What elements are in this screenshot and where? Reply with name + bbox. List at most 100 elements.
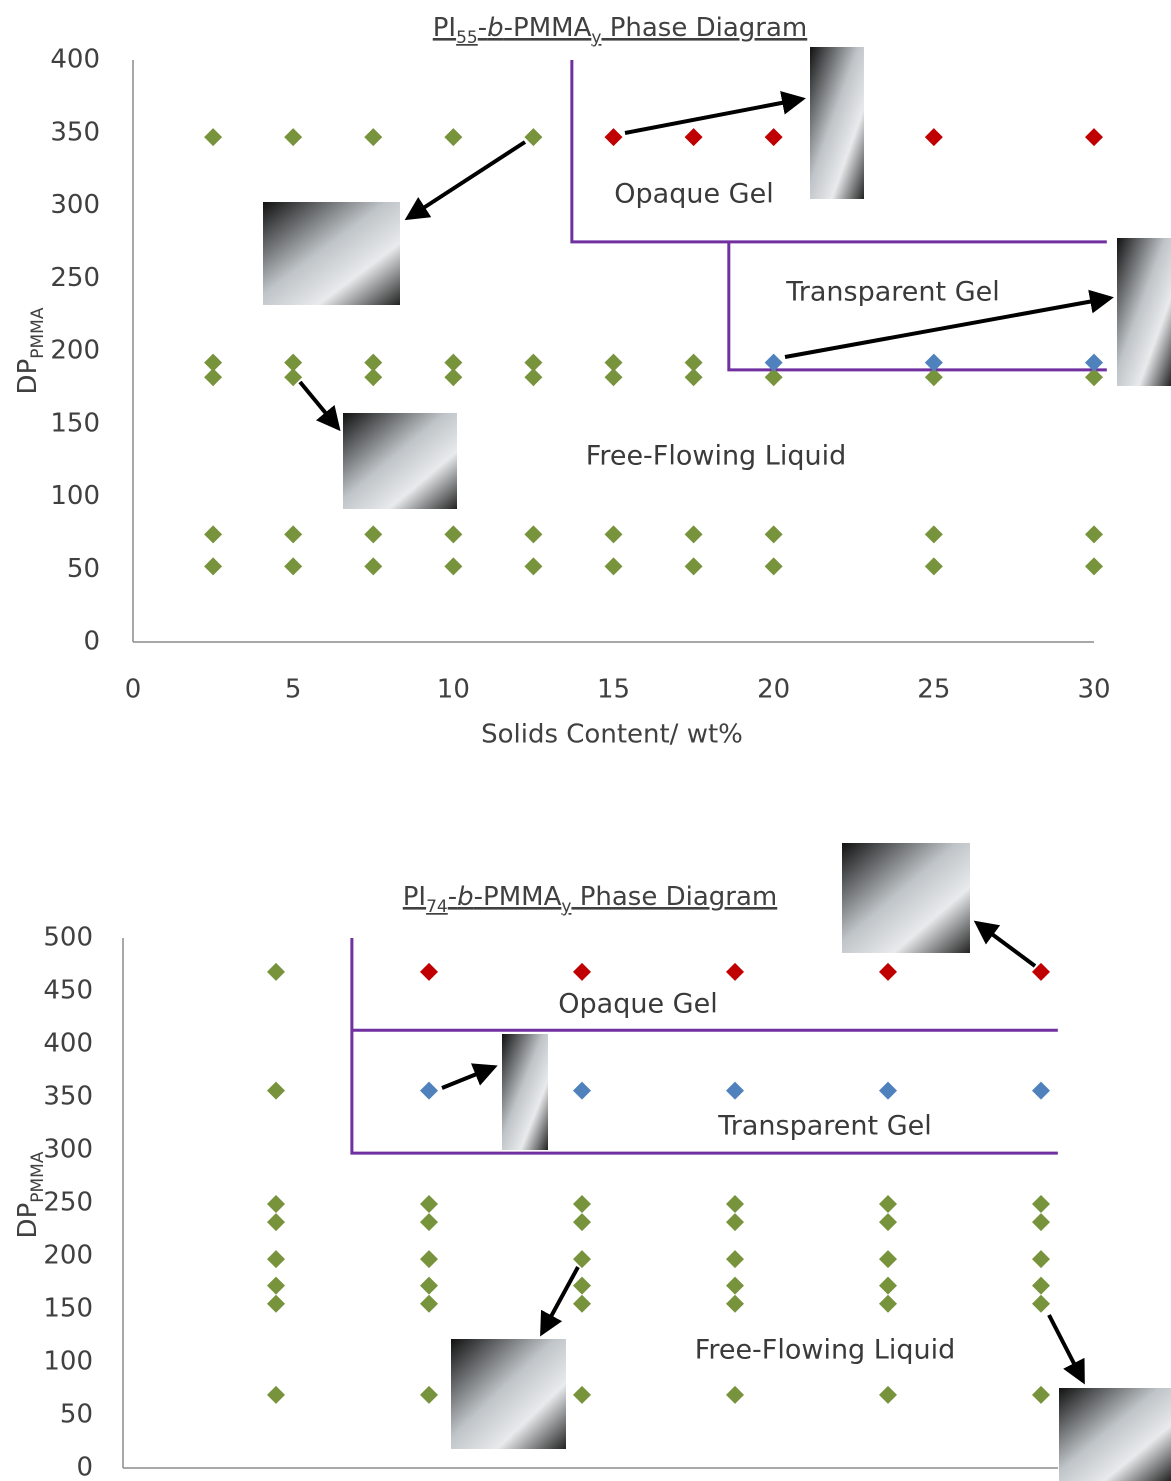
x-tick-label: 20 [757,675,790,705]
data-point [925,128,943,146]
data-point [284,525,302,543]
data-point [420,1082,438,1100]
y-axis-label-part: DP [13,1203,43,1239]
chart-title-part: - [448,882,457,912]
data-point [726,1295,744,1313]
x-tick-label: 25 [917,675,950,705]
photo [1059,1388,1171,1481]
region-label: Opaque Gel [558,989,717,1020]
data-point [726,1213,744,1231]
data-point [1085,525,1103,543]
x-axis-label: Solids Content/ wt% [481,720,743,750]
y-tick-label: 300 [43,1135,93,1165]
data-point [204,525,222,543]
data-point [267,1195,285,1213]
phase-boundary [352,938,1058,1153]
y-axis-label: DPPMMA [13,1151,49,1238]
y-tick-label: 350 [43,1082,93,1112]
data-point [685,525,703,543]
data-point [524,368,542,386]
data-point [879,1386,897,1404]
data-point [204,557,222,575]
photo [343,413,457,509]
data-point [879,1195,897,1213]
data-point [925,557,943,575]
data-point [1032,1082,1050,1100]
data-point [879,1082,897,1100]
photo [810,47,864,199]
region-label: Opaque Gel [614,179,773,210]
data-point [685,128,703,146]
y-tick-label: 250 [43,1188,93,1218]
data-point [1032,1195,1050,1213]
y-axis-label-part: PMMA [28,1151,48,1203]
y-tick-label: 500 [43,923,93,953]
chart-title-part: -PMMA [474,882,562,912]
chart-title-part: - [478,13,487,43]
data-point [879,1250,897,1268]
chart-title-part: 74 [426,897,448,917]
photo [263,202,400,305]
x-tick-label: 15 [597,675,630,705]
data-point [420,1386,438,1404]
y-tick-label: 100 [43,1347,93,1377]
data-point [420,1295,438,1313]
data-point [573,1195,591,1213]
data-point [204,368,222,386]
y-tick-label: 400 [50,45,100,75]
data-point [267,963,285,981]
photos [263,47,1171,1481]
data-point [573,1386,591,1404]
chart-title: PI55-b-PMMAy Phase Diagram [433,13,807,49]
data-point [879,1295,897,1313]
y-axis-label-part: DP [13,359,43,395]
y-axis-label: DPPMMA [13,307,49,394]
y-tick-label: 50 [67,554,100,584]
data-point [267,1213,285,1231]
data-point [879,1277,897,1295]
y-tick-label: 350 [50,117,100,147]
data-point [605,128,623,146]
y-tick-label: 250 [50,263,100,293]
data-point [204,128,222,146]
data-point [1032,1295,1050,1313]
chart-title-part: Phase Diagram [571,882,777,912]
data-point [1032,1386,1050,1404]
data-point [364,128,382,146]
y-tick-label: 300 [50,190,100,220]
data-point [573,1082,591,1100]
data-point [726,1277,744,1295]
data-point [420,1250,438,1268]
data-point [726,1195,744,1213]
y-tick-label: 200 [43,1241,93,1271]
y-tick-label: 150 [43,1294,93,1324]
arrow [625,99,802,133]
chart-title-part: PI [433,13,456,43]
data-point [267,1295,285,1313]
data-point [726,1386,744,1404]
arrow [1049,1315,1083,1381]
chart-title-part: 55 [456,28,478,48]
chart-title-part: y [591,28,601,48]
data-point [925,525,943,543]
data-point [267,1277,285,1295]
photo [842,843,970,953]
y-tick-label: 200 [50,336,100,366]
photo [1117,238,1171,386]
figure: 050100150200250300350400051015202530Soli… [0,0,1171,1481]
data-point [420,1213,438,1231]
x-tick-label: 5 [285,675,302,705]
data-point [879,1213,897,1231]
chart-title-part: b [457,882,474,912]
data-point [573,1295,591,1313]
photo [502,1034,548,1150]
data-point [573,1213,591,1231]
data-point [685,557,703,575]
data-point [284,128,302,146]
arrow [977,923,1035,966]
data-point [444,525,462,543]
x-tick-label: 30 [1077,675,1110,705]
data-point [284,557,302,575]
data-point [420,1195,438,1213]
y-tick-label: 400 [43,1029,93,1059]
